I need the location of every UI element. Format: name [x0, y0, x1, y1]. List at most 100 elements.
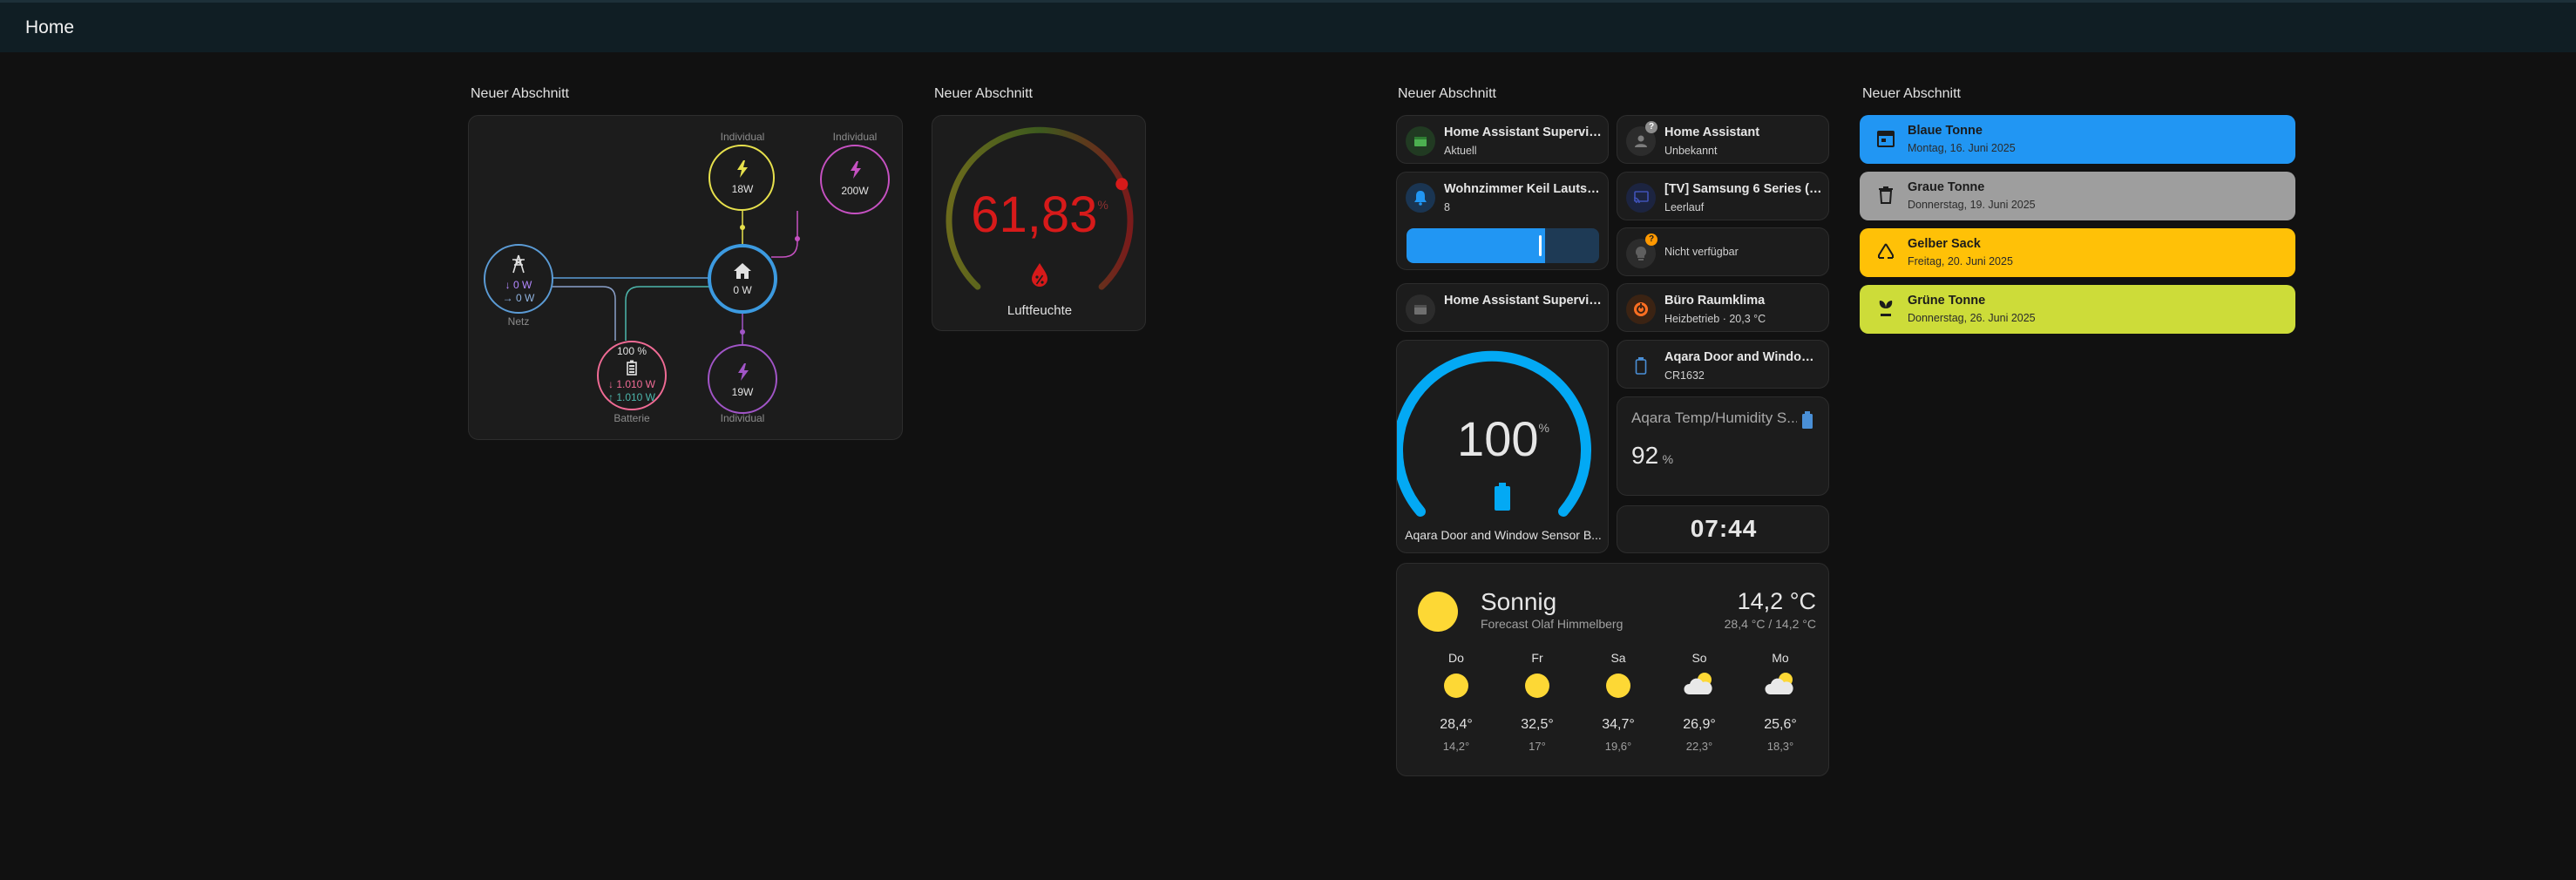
battery-icon [1802, 411, 1813, 429]
partly-cloudy-icon [1765, 673, 1793, 694]
clock-time: 07:44 [1690, 515, 1758, 542]
sensor-value-row: 92 % [1631, 442, 1673, 470]
arrow-up-icon: ↑ [607, 391, 613, 403]
page-title: Home [25, 17, 75, 37]
lightning-icon [851, 161, 861, 179]
battery-outline-icon [1635, 357, 1647, 375]
arrow-down-icon: ↓ [607, 378, 613, 390]
forecast-high: 28,4° [1440, 717, 1473, 732]
forecast-day-label: Sa [1610, 651, 1626, 665]
weather-source: Forecast Olaf Himmelberg [1481, 617, 1624, 631]
section-heading-1: Neuer Abschnitt [471, 86, 569, 101]
trash-date: Donnerstag, 26. Juni 2025 [1908, 312, 2036, 324]
section-heading-2: Neuer Abschnitt [934, 86, 1033, 101]
package-icon [1414, 137, 1427, 146]
individual-bottom-label: Individual [720, 412, 765, 424]
app-header: Home [0, 0, 2576, 52]
individual-flow-dot [795, 236, 800, 241]
forecast-day-label: So [1691, 651, 1707, 665]
grid-node[interactable]: ↓ 0 W → 0 W [484, 244, 553, 314]
trash-item[interactable]: Grüne Tonne Donnerstag, 26. Juni 2025 [1860, 285, 2295, 334]
grid-export: → 0 W [502, 292, 535, 304]
section-heading-4: Neuer Abschnitt [1862, 86, 1961, 101]
transmission-tower-icon [512, 254, 525, 274]
battery-charge: ↓ 1.010 W [607, 378, 656, 390]
sun-icon [1525, 674, 1549, 698]
tile-supervisor-2[interactable]: Home Assistant Supervisor... [1396, 283, 1609, 332]
tile-samsung-tv[interactable]: [TV] Samsung 6 Series (65) Leerlauf [1617, 172, 1829, 220]
volume-slider-fill [1407, 228, 1546, 263]
solar-node[interactable]: 18W [708, 145, 775, 211]
individual-top-node[interactable]: 200W [820, 145, 890, 214]
battery-node[interactable]: 100 % ↓ 1.010 W ↑ 1.010 W [597, 341, 667, 410]
forecast-high: 25,6° [1764, 717, 1797, 732]
tile-name: Home Assistant Supervisor... [1444, 294, 1603, 308]
tile-light-unavailable[interactable]: ? Nicht verfügbar [1617, 227, 1829, 276]
arrow-right-icon: → [502, 292, 513, 304]
individual-top-value: 200W [841, 185, 869, 197]
grid-import: ↓ 0 W [505, 279, 532, 291]
forecast-low: 18,3° [1766, 740, 1794, 753]
tile-name: Aqara Door and Window S... [1664, 350, 1823, 364]
lightning-icon [737, 160, 748, 178]
volume-slider-handle[interactable] [1539, 235, 1542, 256]
forecast-day-label: Mo [1772, 651, 1789, 665]
tile-aqara-door-battery[interactable]: Aqara Door and Window S... CR1632 [1617, 340, 1829, 389]
tile-name: Büro Raumklima [1664, 294, 1766, 308]
battery-label: Batterie [613, 412, 650, 424]
trash-name: Blaue Tonne [1908, 124, 1983, 138]
weather-forecast-card[interactable]: Sonnig Forecast Olaf Himmelberg 14,2 °C … [1396, 563, 1829, 776]
sun-icon [1606, 674, 1630, 698]
humidity-name: Luftfeuchte [1007, 303, 1073, 318]
forecast-high: 32,5° [1521, 717, 1554, 732]
lightning-icon [738, 363, 749, 381]
individual-top-label: Individual [832, 131, 878, 143]
trash-item[interactable]: Graue Tonne Donnerstag, 19. Juni 2025 [1860, 172, 2295, 220]
water-percent-icon [1032, 263, 1047, 287]
leaf-icon [1875, 298, 1896, 319]
tile-state: Heizbetrieb · 20,3 °C [1664, 313, 1766, 325]
package-icon [1414, 305, 1427, 315]
sensor-value: 92 [1631, 442, 1659, 469]
battery-discharge: ↑ 1.010 W [607, 391, 656, 403]
energy-distribution-card[interactable]: Individual 18W Individual 200W 0 W ↓ 0 W… [468, 115, 903, 440]
package-icon-wrap [1406, 294, 1435, 324]
tile-state: Nicht verfügbar [1664, 246, 1739, 258]
humidity-gauge-card[interactable]: 61,83% Luftfeuchte [932, 115, 1146, 331]
account-icon [1635, 135, 1647, 147]
humidity-gauge-arc [946, 126, 1134, 290]
forecast-low: 14,2° [1442, 740, 1470, 753]
tile-state: Unbekannt [1664, 145, 1718, 157]
volume-slider[interactable] [1407, 228, 1599, 263]
thermostat-icon-wrap [1626, 294, 1656, 324]
solar-flow-dot [740, 225, 745, 230]
weather-range: 28,4 °C / 14,2 °C [1724, 617, 1816, 631]
forecast-high: 26,9° [1683, 717, 1716, 732]
tile-keil-volume[interactable]: Wohnzimmer Keil Lautstär... 8 [1396, 172, 1609, 270]
trash-item[interactable]: Blaue Tonne Montag, 16. Juni 2025 [1860, 115, 2295, 164]
volume-icon-wrap [1406, 183, 1435, 213]
trash-item[interactable]: Gelber Sack Freitag, 20. Juni 2025 [1860, 228, 2295, 277]
individual-home-line [771, 211, 798, 258]
cast-icon-wrap [1626, 183, 1656, 213]
tile-state: Aktuell [1444, 145, 1477, 157]
tile-state: 8 [1444, 201, 1450, 213]
sensor-name: Aqara Temp/Humidity S... [1631, 410, 1797, 426]
arrow-down-icon: ↓ [505, 279, 511, 291]
home-node[interactable]: 0 W [708, 244, 777, 314]
tile-home-assistant-person[interactable]: ? Home Assistant Unbekannt [1617, 115, 1829, 164]
trash-name: Gelber Sack [1908, 237, 1981, 251]
forecast-day-label: Do [1448, 651, 1464, 665]
section-heading-3: Neuer Abschnitt [1398, 86, 1496, 101]
energy-flow-lines [552, 211, 800, 344]
individual-bottom-node[interactable]: 19W [708, 344, 777, 414]
cast-icon [1633, 191, 1649, 204]
battery-home-line [625, 286, 709, 341]
humidity-value: 61,83 [971, 186, 1098, 243]
aqara-temp-sensor-card[interactable]: Aqara Temp/Humidity S... 92 % [1617, 396, 1829, 496]
grid-battery-line [552, 286, 616, 341]
battery-gauge-card[interactable]: 100% Aqara Door and Window Sensor B... [1396, 340, 1609, 553]
individual-bottom-flow-dot [740, 329, 745, 335]
tile-supervisor-update[interactable]: Home Assistant Supervisor... Aktuell [1396, 115, 1609, 164]
tile-buero-raumklima[interactable]: Büro Raumklima Heizbetrieb · 20,3 °C [1617, 283, 1829, 332]
